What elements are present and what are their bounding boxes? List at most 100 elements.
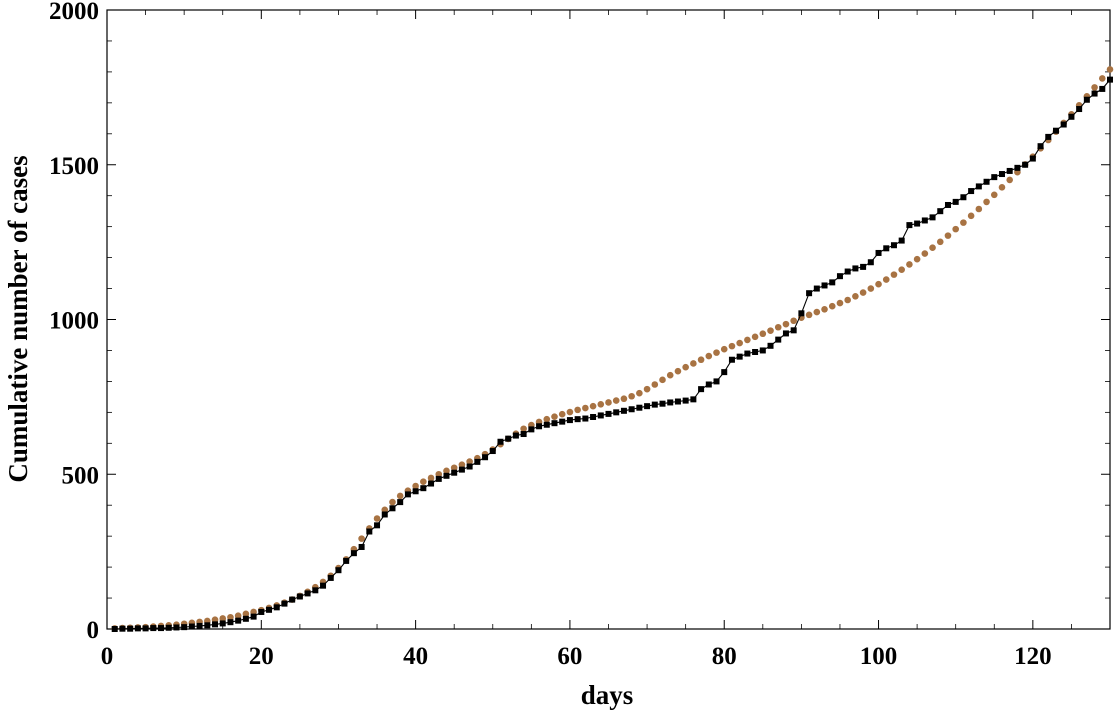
data-point-square: [705, 381, 712, 388]
data-point-circle: [774, 323, 782, 331]
data-point-square: [906, 222, 913, 229]
data-point-circle: [612, 397, 620, 404]
data-point-circle: [844, 296, 851, 304]
data-point-square: [266, 606, 273, 613]
data-point-square: [258, 608, 265, 615]
data-point-circle: [744, 336, 751, 344]
data-point-circle: [805, 311, 813, 319]
data-point-circle: [944, 232, 952, 239]
data-point-square: [975, 183, 982, 190]
data-point-square: [1022, 161, 1029, 168]
data-point-circle: [767, 327, 774, 334]
data-point-circle: [882, 276, 890, 283]
series-layer: [111, 66, 1114, 632]
data-point-square: [296, 593, 303, 600]
data-point-square: [875, 249, 882, 256]
data-point-square: [1052, 127, 1059, 134]
data-point-circle: [412, 482, 419, 490]
series-1: [111, 66, 1114, 632]
y-tick-labels: 0 500 1000 1500 2000: [49, 0, 99, 644]
data-point-circle: [666, 371, 674, 379]
data-point-circle: [713, 349, 720, 356]
data-point-square: [142, 625, 149, 632]
data-point-square: [651, 401, 658, 408]
data-point-square: [775, 336, 782, 343]
data-point-circle: [782, 320, 790, 328]
data-point-circle: [566, 408, 574, 416]
data-point-square: [998, 171, 1005, 178]
data-point-circle: [620, 395, 628, 403]
data-point-circle: [651, 381, 659, 388]
data-point-square: [150, 625, 157, 632]
data-point-square: [898, 237, 905, 244]
data-point-square: [582, 415, 589, 422]
data-point-square: [782, 330, 789, 337]
data-point-square: [1060, 121, 1067, 128]
data-point-square: [412, 488, 419, 495]
data-point-square: [482, 454, 489, 461]
y-axis-title: Cumulative number of cases: [3, 155, 33, 482]
data-point-circle: [720, 345, 728, 353]
data-point-square: [320, 582, 327, 589]
data-point-square: [605, 410, 612, 417]
y-tick-label: 1500: [49, 153, 99, 180]
data-point-square: [543, 421, 550, 428]
data-point-square: [227, 619, 234, 626]
data-point-circle: [551, 413, 558, 420]
data-point-square: [404, 491, 411, 498]
data-point-circle: [697, 356, 705, 364]
data-point-square: [983, 178, 990, 185]
data-point-square: [690, 396, 697, 403]
data-point-square: [806, 290, 813, 297]
data-point-square: [960, 194, 967, 201]
data-point-square: [728, 356, 735, 363]
x-axis-title: days: [581, 680, 634, 710]
data-point-square: [242, 615, 249, 622]
data-point-circle: [751, 333, 759, 341]
data-point-circle: [227, 613, 234, 621]
data-point-square: [821, 282, 828, 289]
data-point-square: [235, 617, 242, 624]
data-point-circle: [921, 250, 929, 257]
data-point-circle: [836, 299, 844, 307]
data-point-square: [536, 423, 543, 430]
data-point-square: [574, 416, 581, 423]
data-point-square: [474, 458, 481, 465]
data-point-square: [273, 604, 280, 611]
data-point-square: [590, 413, 597, 420]
data-point-square: [1068, 113, 1075, 120]
data-point-square: [798, 310, 805, 317]
data-point-square: [744, 350, 751, 357]
data-point-circle: [242, 610, 250, 618]
data-point-circle: [373, 515, 381, 522]
data-point-square: [1076, 106, 1083, 113]
data-point-square: [327, 574, 334, 581]
data-point-circle: [728, 342, 736, 350]
data-point-circle: [998, 184, 1006, 191]
data-point-square: [489, 448, 496, 455]
data-point-square: [119, 625, 126, 632]
data-point-square: [1099, 85, 1106, 92]
data-point-square: [644, 403, 651, 410]
data-point-square: [713, 378, 720, 385]
data-point-circle: [574, 406, 581, 414]
data-point-circle: [975, 205, 983, 213]
data-point-circle: [396, 492, 404, 500]
data-point-square: [289, 596, 296, 603]
data-point-square: [1107, 76, 1113, 83]
data-point-circle: [859, 289, 867, 296]
x-tick-label: 80: [712, 643, 737, 670]
data-point-square: [790, 327, 797, 334]
data-point-square: [111, 626, 118, 632]
y-tick-label: 1000: [49, 308, 99, 335]
data-point-circle: [936, 238, 944, 246]
data-point-square: [852, 265, 859, 272]
data-point-square: [929, 214, 936, 221]
x-tick-label: 100: [860, 643, 898, 670]
data-point-square: [1006, 167, 1013, 174]
data-point-square: [312, 587, 319, 594]
data-point-circle: [682, 363, 689, 371]
data-point-square: [165, 624, 172, 631]
data-point-square: [304, 590, 311, 597]
